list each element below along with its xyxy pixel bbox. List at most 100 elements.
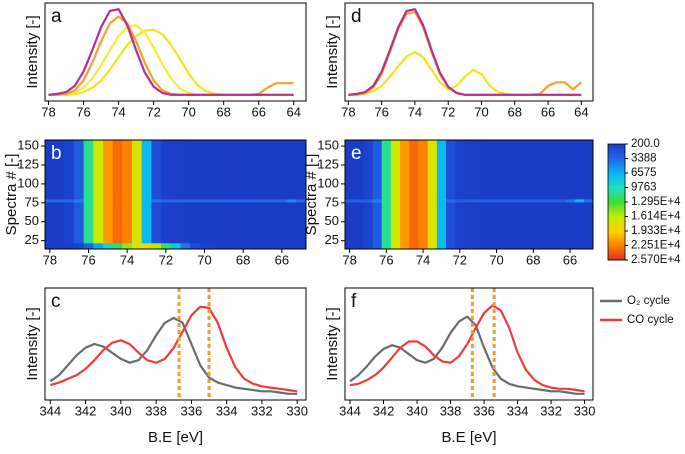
colorbar-slice xyxy=(608,180,625,184)
heat-cell xyxy=(455,199,466,203)
y-axis-label: Spectra # [-] xyxy=(3,154,20,236)
colorbar-slice xyxy=(608,213,625,217)
heat-cell xyxy=(93,242,104,249)
heat-cell xyxy=(248,202,259,244)
heat-cell xyxy=(345,202,355,249)
heat-cell xyxy=(170,202,181,244)
heat-cell xyxy=(286,199,297,203)
x-tick-label: 76 xyxy=(81,252,95,267)
heat-cell xyxy=(209,140,220,200)
heat-cell xyxy=(390,202,401,249)
x-tick-label: 68 xyxy=(216,104,230,119)
panel-label: f xyxy=(351,291,357,312)
heat-cell xyxy=(436,202,447,249)
heat-cell xyxy=(132,140,143,200)
x-tick-label: 332 xyxy=(540,403,562,418)
heat-cell xyxy=(180,242,191,249)
heat-cell xyxy=(228,199,239,203)
panel-label: a xyxy=(51,6,62,27)
colorbar-slice xyxy=(608,223,625,226)
y-tick-label: 25 xyxy=(25,232,39,247)
heat-cell xyxy=(209,202,220,244)
heat-cell xyxy=(257,242,268,249)
colorbar-slice xyxy=(608,151,625,155)
heat-cell xyxy=(464,202,475,249)
heat-cell xyxy=(409,199,420,203)
x-tick-label: 72 xyxy=(441,104,455,119)
heat-cell xyxy=(528,140,539,200)
heat-cell xyxy=(510,140,521,200)
heat-cell xyxy=(219,140,230,200)
plot-frame xyxy=(44,139,307,250)
heat-cell xyxy=(427,199,438,203)
colorbar-slice xyxy=(608,250,625,253)
colorbar-slice xyxy=(608,145,625,149)
heat-cell xyxy=(277,242,288,249)
series-line xyxy=(348,8,582,96)
heat-cell xyxy=(199,140,210,200)
heat-cell xyxy=(267,140,278,200)
colorbar-label: 200.0 xyxy=(631,138,660,150)
heat-cell xyxy=(267,242,278,249)
heat-cell xyxy=(501,140,511,200)
heat-cell xyxy=(464,140,475,200)
heat-cell xyxy=(83,202,94,244)
series-line xyxy=(49,316,298,395)
heat-cell xyxy=(103,202,114,244)
heat-cell xyxy=(54,242,65,249)
plot-area xyxy=(345,140,593,249)
colorbar-slice xyxy=(608,225,625,228)
colorbar-slice xyxy=(608,202,625,205)
y-tick-label: 75 xyxy=(25,194,39,209)
colorbar-slice xyxy=(608,215,625,218)
series-line xyxy=(48,24,294,96)
heat-cell xyxy=(248,242,259,249)
heat-cell xyxy=(180,140,191,200)
heat-cell xyxy=(151,242,162,249)
colorbar-slice xyxy=(608,205,625,209)
heat-cell xyxy=(400,202,410,249)
heat-cell xyxy=(190,202,201,244)
heat-cell xyxy=(180,199,191,203)
heat-cell xyxy=(372,202,383,249)
x-tick-label: 74 xyxy=(408,104,422,119)
heat-cell xyxy=(547,199,557,203)
heat-cell xyxy=(574,199,585,203)
colorbar-slice xyxy=(608,252,625,255)
heat-cell xyxy=(372,140,383,200)
heat-cell xyxy=(199,202,210,244)
x-axis-label: B.E [eV] xyxy=(148,429,203,446)
colorbar-slice xyxy=(608,240,625,244)
heat-cell xyxy=(83,140,94,200)
heat-cell xyxy=(180,202,191,244)
colorbar-label: 1.295E+4 xyxy=(631,196,681,208)
y-axis-label: Intensity [-] xyxy=(24,15,41,88)
x-tick-label: 66 xyxy=(541,104,555,119)
heat-cell xyxy=(556,202,567,249)
colorbar-slice xyxy=(608,227,625,230)
colorbar-slice xyxy=(608,232,625,236)
x-axis-label: B.E [eV] xyxy=(441,429,496,446)
heat-cell xyxy=(473,140,484,200)
x-tick-label: 68 xyxy=(526,252,540,267)
colorbar-label: 2.251E+4 xyxy=(631,240,681,252)
x-tick-label: 340 xyxy=(406,403,428,418)
plot-frame xyxy=(344,2,594,102)
colorbar-slice xyxy=(608,178,625,182)
heat-cell xyxy=(277,199,288,203)
colorbar-slice xyxy=(608,159,625,162)
plot-frame xyxy=(344,139,594,250)
heat-cell xyxy=(122,199,133,203)
colorbar-slice xyxy=(608,176,625,180)
heat-cell xyxy=(519,202,530,249)
x-tick-label: 70 xyxy=(474,104,488,119)
heat-cell xyxy=(151,199,162,203)
heat-cell xyxy=(418,140,429,200)
colorbar-slice xyxy=(608,217,625,220)
heat-cell xyxy=(390,199,401,203)
colorbar-slice xyxy=(608,196,625,199)
heat-cell xyxy=(501,202,511,249)
heat-cell xyxy=(93,199,104,203)
heat-cell xyxy=(510,202,521,249)
colorbar-slice xyxy=(608,171,625,174)
